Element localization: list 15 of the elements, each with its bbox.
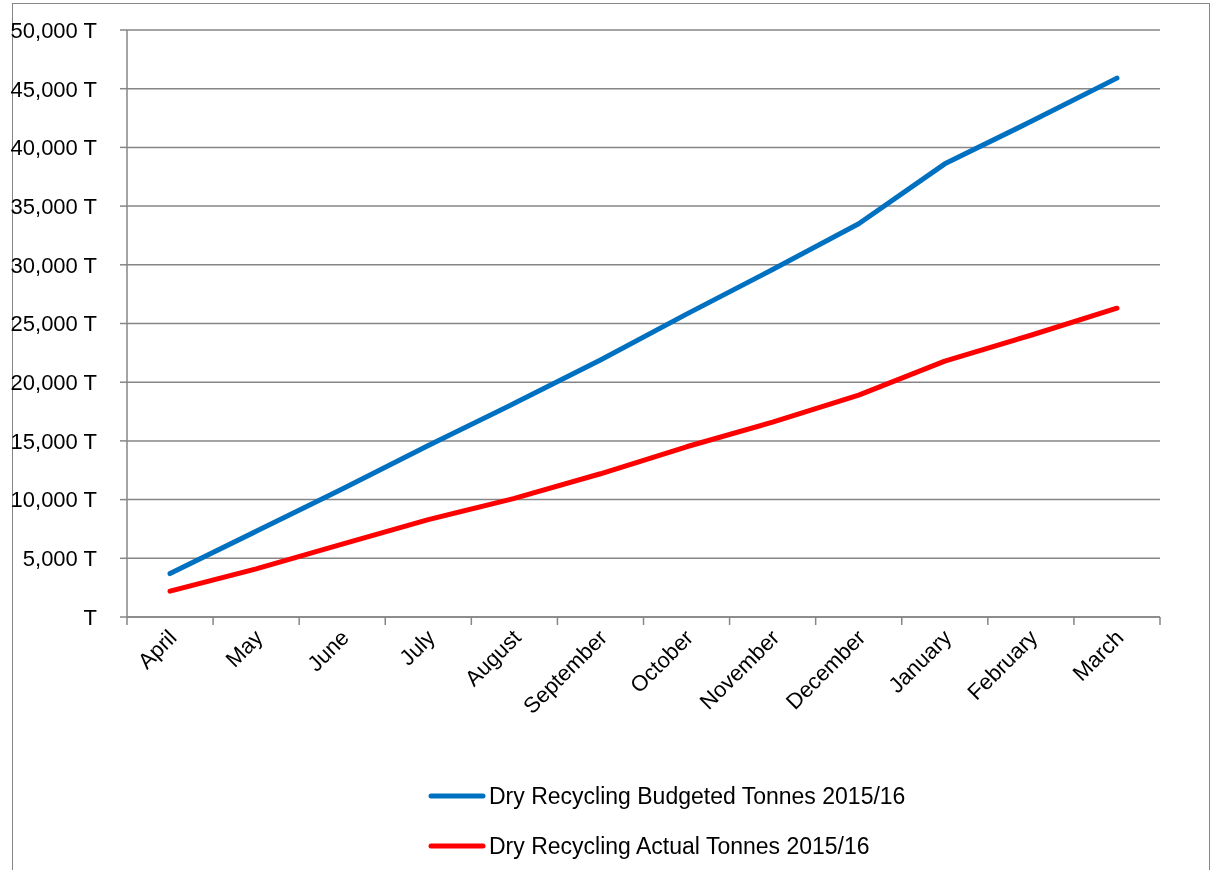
y-tick-label: 25,000 T [10,311,97,337]
y-tick-label: 30,000 T [10,252,97,278]
y-tick-label: 40,000 T [10,135,97,161]
legend-label: Dry Recycling Actual Tonnes 2015/16 [489,832,870,860]
y-tick-label: 45,000 T [10,76,97,102]
legend-label: Dry Recycling Budgeted Tonnes 2015/16 [489,782,906,810]
y-tick-label: 35,000 T [10,193,97,219]
y-tick-label: 50,000 T [10,17,97,43]
y-tick-label: 15,000 T [10,428,97,454]
y-tick-label: 10,000 T [10,487,97,513]
y-tick-label: T [83,604,97,630]
y-tick-label: 5,000 T [22,546,97,572]
x-tick-label: May [220,624,268,672]
x-tick-label: July [394,624,440,671]
y-tick-label: 20,000 T [10,370,97,396]
